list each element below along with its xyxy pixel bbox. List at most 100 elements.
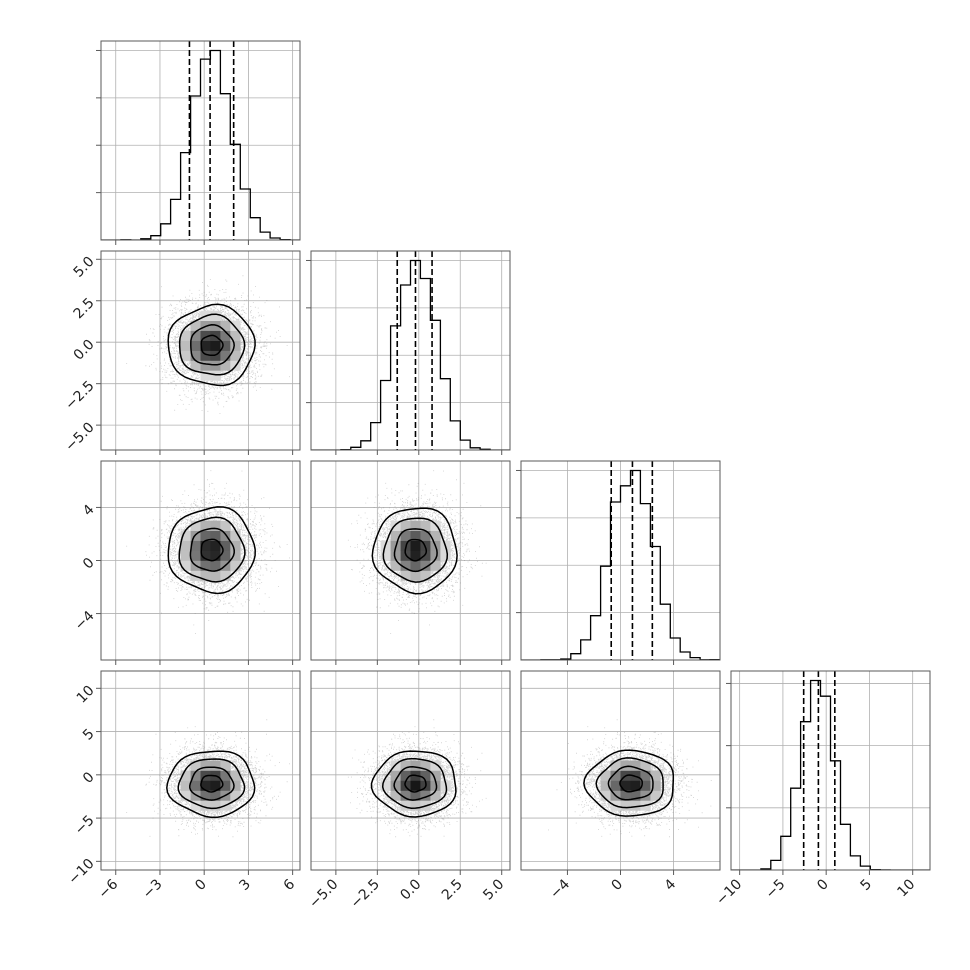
density-cell <box>210 540 221 551</box>
y-tick-label: −2.5 <box>62 378 97 413</box>
density-cell <box>410 540 421 551</box>
density-cell <box>210 340 221 351</box>
density-cell <box>440 550 451 561</box>
density-cell <box>190 320 201 331</box>
density-cell <box>420 560 431 571</box>
contour-level-3 <box>382 517 449 583</box>
density-cell <box>400 790 411 801</box>
density-cell <box>190 780 201 791</box>
density-cell <box>410 530 421 541</box>
x-tick-label: 3 <box>236 876 254 894</box>
panel-frame <box>100 670 301 871</box>
density-cell <box>400 570 411 581</box>
density-cell <box>220 350 231 361</box>
histogram-step <box>311 259 510 450</box>
y-tick-label: 5 <box>80 726 98 744</box>
density-cell <box>190 520 201 531</box>
contour-level-3 <box>177 758 246 810</box>
x-tick-label: −4 <box>547 876 573 902</box>
density-cell <box>410 800 421 811</box>
density-cell <box>410 760 421 771</box>
density-cell <box>210 370 221 381</box>
x-tick-label: 10 <box>894 876 918 900</box>
contour-level-4 <box>370 750 457 818</box>
density-cell <box>220 360 231 371</box>
density-cell <box>430 550 441 561</box>
density-cell <box>230 780 241 791</box>
contour-level-4 <box>167 303 256 387</box>
contour-level-1 <box>200 774 224 793</box>
density-cell <box>210 780 221 791</box>
density-cell <box>190 550 201 561</box>
contour-level-4 <box>167 506 256 595</box>
density-cell <box>650 790 661 801</box>
y-tick-label: 4 <box>80 502 98 520</box>
density-cell <box>200 800 211 811</box>
density-cell <box>220 770 231 781</box>
scatter-panel-2-1: −5.0 −2.5 0.0 2.5 5.0 <box>62 250 301 455</box>
panel-frame <box>310 250 511 451</box>
density-cell <box>610 770 621 781</box>
x-tick-label: −3 <box>140 876 166 902</box>
y-tick-label: 0 <box>80 769 98 787</box>
density-cell <box>420 550 431 561</box>
density-cell <box>200 520 211 531</box>
panel-frame <box>520 670 721 871</box>
density-cell <box>180 330 191 341</box>
y-tick-label: 0 <box>80 555 98 573</box>
density-cell <box>410 560 421 571</box>
density-cell <box>180 560 191 571</box>
y-tick-label: −4 <box>72 608 98 634</box>
density-cell <box>600 780 611 791</box>
panel-frame <box>100 40 301 241</box>
panel-frame <box>520 460 721 661</box>
contour-level-4 <box>583 749 675 817</box>
density-cell <box>430 760 441 771</box>
density-cell <box>230 530 241 541</box>
density-cell <box>400 520 411 531</box>
contour-level-2 <box>189 527 235 572</box>
panel-frame <box>100 460 301 661</box>
density-cell <box>200 340 211 351</box>
density-cell <box>400 770 411 781</box>
density-cell <box>190 530 201 541</box>
density-cell <box>210 520 221 531</box>
density-cell <box>630 760 641 771</box>
density-cell <box>380 550 391 561</box>
density-cell <box>210 570 221 581</box>
density-cell <box>430 520 441 531</box>
density-cell <box>190 770 201 781</box>
density-cell <box>420 570 431 581</box>
density-cell <box>640 760 651 771</box>
density-cell <box>420 790 431 801</box>
density-cell <box>430 560 441 571</box>
density-cell <box>430 530 441 541</box>
scatter-panel-3-2 <box>310 460 511 665</box>
density-cell <box>630 790 641 801</box>
density-cell <box>410 780 421 791</box>
density-cell <box>210 790 221 801</box>
x-tick-label: −5.0 <box>306 876 341 911</box>
y-tick-label: −10 <box>65 856 97 888</box>
density-cell <box>200 570 211 581</box>
density-cell <box>220 540 231 551</box>
density-cell <box>620 790 631 801</box>
density-cell <box>230 350 241 361</box>
density-cell <box>620 800 631 811</box>
density-cell <box>650 770 661 781</box>
panel-frame <box>730 670 931 871</box>
x-tick-label: −5 <box>763 876 789 902</box>
density-cell <box>220 340 231 351</box>
panel-frame <box>310 460 511 661</box>
density-cell <box>180 790 191 801</box>
x-tick-label: 0 <box>192 876 210 894</box>
density-cell <box>180 540 191 551</box>
density-cell <box>220 530 231 541</box>
y-tick-label: 10 <box>74 683 98 707</box>
density-cell <box>630 770 641 781</box>
contour-level-4 <box>166 750 256 819</box>
density-cell <box>200 790 211 801</box>
contour-level-3 <box>178 313 246 376</box>
density-cell <box>400 530 411 541</box>
density-cell <box>200 360 211 371</box>
